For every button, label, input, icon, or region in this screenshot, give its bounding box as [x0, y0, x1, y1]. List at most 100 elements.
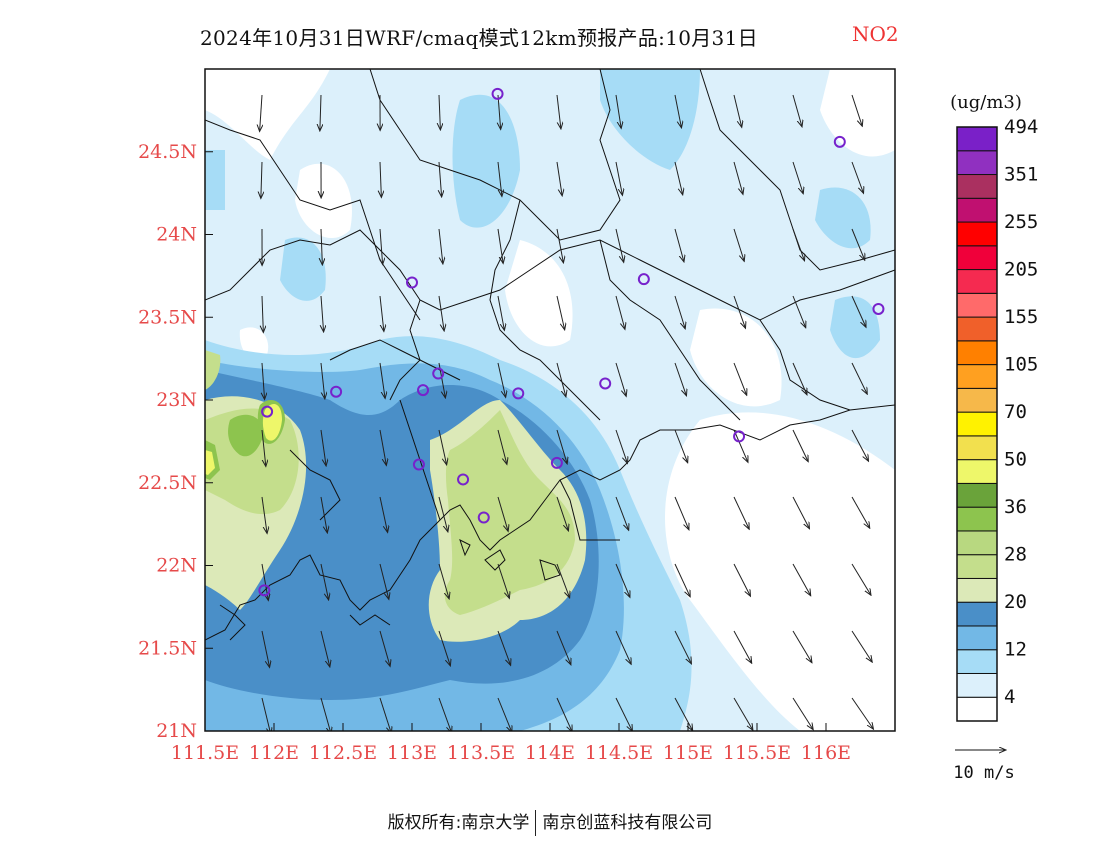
wind-arrow — [733, 228, 744, 260]
wind-arrow — [497, 697, 512, 731]
station-marker — [258, 584, 271, 597]
chart-title: 2024年10月31日WRF/cmaq模式12km预报产品:10月31日 — [200, 26, 758, 50]
wind-arrow — [674, 563, 690, 596]
legend-unit: (ug/m3) — [950, 92, 1022, 113]
wind-arrow — [497, 496, 508, 530]
wind-arrow — [792, 496, 809, 528]
wind-arrow — [439, 161, 442, 196]
colorbar-segment — [956, 245, 998, 271]
wind-arrow — [438, 429, 446, 464]
wind-arrow — [851, 496, 869, 527]
colorbar-label: 105 — [1004, 354, 1038, 376]
wind-arrow — [615, 295, 625, 328]
y-tick-label: 22.5N — [138, 472, 197, 494]
no2-field — [205, 69, 895, 731]
wind-reference-label: 10 m/s — [953, 763, 1014, 783]
wind-arrow — [851, 362, 867, 393]
wind-arrow — [379, 697, 391, 731]
y-tick-label: 23.5N — [138, 306, 197, 328]
wind-arrow — [261, 161, 262, 198]
colorbar-segment — [956, 672, 998, 698]
y-axis: 21N 21.5N 22N 22.5N 23N 23.5N 24N 24.5N — [138, 141, 213, 742]
wind-arrow — [674, 161, 682, 194]
colorbar-label: 4 — [1004, 686, 1015, 708]
title-row: 2024年10月31日WRF/cmaq模式12km预报产品:10月31日 NO2 — [0, 18, 1100, 50]
wind-arrow — [733, 362, 746, 394]
wind-arrow — [497, 295, 504, 329]
wind-arrow — [851, 630, 872, 661]
wind-arrow — [497, 362, 505, 396]
wind-arrow — [438, 295, 444, 330]
colorbar-segment — [956, 316, 998, 342]
wind-arrow — [615, 563, 630, 596]
wind-arrow — [262, 362, 265, 399]
station-marker — [872, 302, 885, 315]
wind-arrow — [438, 630, 450, 665]
wind-arrow — [438, 496, 448, 531]
colorbar-label: 155 — [1004, 306, 1038, 328]
y-tick-label: 22N — [156, 555, 197, 577]
colorbar-segment — [956, 625, 998, 651]
colorbar-label: 28 — [1004, 544, 1027, 566]
copyright-company: 南京创蓝科技有限公司 — [542, 813, 713, 833]
wind-arrow — [674, 496, 689, 529]
footer-separator — [535, 810, 537, 836]
x-tick-label: 116E — [801, 742, 851, 764]
colorbar-label: 494 — [1004, 116, 1038, 138]
colorbar-frame — [956, 126, 998, 722]
wind-arrow — [320, 429, 326, 465]
colorbar-segment — [956, 387, 998, 413]
y-tick-label: 24N — [156, 224, 197, 246]
colorbar-legend: 4 12 20 28 36 50 70 105 155 205 255 351 494 — [956, 116, 1038, 722]
wind-arrow — [439, 94, 440, 129]
wind-arrow — [792, 295, 805, 327]
wind-arrow — [733, 563, 750, 595]
wind-arrow — [792, 161, 803, 193]
wind-arrow — [792, 697, 813, 729]
colorbar-label: 50 — [1004, 449, 1027, 471]
wind-arrow — [556, 630, 571, 664]
wind-arrow — [851, 563, 870, 594]
colorbar-label: 255 — [1004, 211, 1038, 233]
wind-arrow — [615, 496, 628, 529]
x-tick-label: 112E — [249, 742, 299, 764]
wind-arrow — [261, 496, 267, 533]
wind-arrow — [497, 429, 507, 463]
wind-arrow — [733, 496, 749, 528]
species-label: NO2 — [852, 22, 899, 46]
colorbar-segment — [956, 221, 998, 247]
y-tick-label: 24.5N — [138, 141, 197, 163]
colorbar-segment — [956, 126, 998, 152]
wind-arrow — [615, 697, 632, 730]
colorbar-segment — [956, 174, 998, 199]
wind-arrow — [262, 295, 263, 332]
boundaries — [205, 69, 895, 641]
colorbar-segment — [956, 577, 998, 603]
wind-arrow — [556, 563, 569, 597]
wind-arrow — [497, 630, 510, 664]
x-tick-label: 115.5E — [723, 742, 791, 764]
station-marker — [261, 405, 274, 418]
station-marker — [417, 384, 430, 397]
wind-arrow — [733, 295, 745, 327]
wind-arrow — [674, 697, 692, 730]
colorbar-segment — [956, 601, 998, 627]
colorbar-segment — [956, 150, 998, 176]
wind-arrow — [851, 295, 866, 326]
wind-arrow — [792, 429, 808, 461]
station-marker — [491, 87, 504, 100]
wind-arrow — [792, 94, 802, 126]
x-tick-label: 114E — [525, 742, 575, 764]
station-marker — [637, 273, 650, 286]
wind-arrow — [615, 630, 631, 663]
wind-arrow — [792, 362, 807, 394]
wind-arrow — [792, 228, 804, 260]
colorbar-label: 205 — [1004, 259, 1038, 281]
wind-arrow — [260, 94, 262, 131]
wind-arrow — [851, 161, 863, 192]
x-tick-label: 113.5E — [447, 742, 515, 764]
colorbar-segment — [956, 340, 998, 366]
wind-arrow — [851, 94, 862, 125]
colorbar-segment — [956, 459, 998, 484]
